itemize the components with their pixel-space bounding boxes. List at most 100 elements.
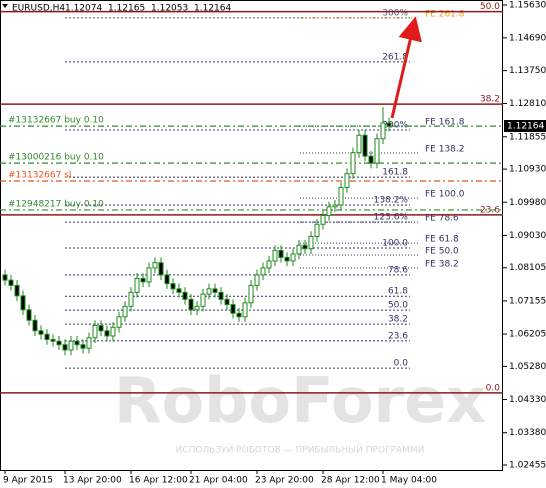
y-tick-label: 1.11855: [509, 132, 546, 142]
fib-level-label: 138.2%: [374, 196, 409, 206]
fe-level-label: FE 50.0: [425, 246, 459, 256]
fib-level-label: 200%: [382, 120, 408, 130]
fib-level-label: 50.0: [388, 301, 408, 311]
candle-body: [8, 279, 14, 286]
candle-body: [194, 305, 200, 311]
candle-body: [116, 316, 122, 328]
candle-body: [248, 284, 254, 304]
candle-body: [320, 215, 326, 225]
candle-body: [50, 338, 56, 342]
header-close: 1.12164: [194, 4, 231, 14]
order-line-label: #13132667 sl: [8, 170, 71, 180]
x-tick-label: 16 Apr 12:00: [129, 476, 188, 486]
candle-body: [338, 187, 344, 206]
y-tick-label: 1.05280: [509, 362, 546, 372]
candle-body: [344, 173, 350, 189]
candle-body: [140, 277, 146, 283]
candle-body: [290, 253, 296, 262]
candle-body: [146, 267, 152, 283]
retracement-line-label: 50.0: [480, 2, 500, 12]
candle-body: [314, 223, 320, 237]
candle-body: [104, 330, 110, 337]
candle-body: [182, 291, 188, 300]
plot-border: [0, 0, 503, 471]
header-high: 1.12165: [108, 4, 145, 14]
fe-level-label: FE 261.8: [425, 9, 465, 19]
x-tick-label: 21 Apr 04:00: [189, 476, 248, 486]
x-tick-label: 23 Apr 20:00: [255, 476, 314, 486]
retracement-line-label: 0.0: [486, 383, 501, 393]
candle-body: [206, 288, 212, 295]
fib-level-label: 161.8: [382, 168, 408, 178]
candle-body: [308, 235, 314, 250]
header-low: 1.12053: [151, 4, 188, 14]
candle-body: [332, 204, 338, 208]
candle-body: [86, 337, 92, 349]
fib-level-label: 100.0: [382, 239, 408, 249]
order-line-label: #13132667 buy 0.10: [8, 116, 104, 126]
header-icon: [2, 4, 8, 8]
plot-layer: 300% 261.8 200% 161.8 138.2% 123.6% 100.0 78.6 6…: [0, 2, 503, 394]
fe-level-label: FE 78.6: [425, 214, 459, 224]
fib-level-label: 23.6: [388, 331, 408, 341]
y-tick-label: 1.08105: [509, 263, 546, 273]
fe-level-label: FE 138.2: [425, 145, 465, 155]
y-tick-label: 1.02455: [509, 461, 546, 471]
candle-body: [32, 319, 38, 332]
candle-body: [236, 312, 242, 318]
candle-body: [368, 155, 374, 164]
candle-body: [260, 267, 266, 276]
candle-body: [386, 122, 392, 127]
x-tick-label: 9 Apr 2015: [3, 476, 53, 486]
candle-body: [38, 330, 44, 335]
candle-body: [374, 138, 380, 164]
candle-body: [218, 291, 224, 300]
candle-body: [14, 284, 20, 297]
candle-body: [188, 298, 194, 311]
y-tick-label: 1.03380: [509, 428, 546, 438]
y-tick-label: 1.09030: [509, 231, 546, 241]
candle-body: [2, 274, 8, 281]
x-tick-label: 28 Apr 12:00: [321, 476, 380, 486]
candle-body: [68, 340, 74, 351]
candle-body: [356, 134, 362, 154]
candle-body: [212, 288, 218, 293]
candle-body: [302, 244, 308, 250]
x-tick-label: 13 Apr 20:00: [63, 476, 122, 486]
candle-body: [242, 302, 248, 318]
candle-body: [62, 344, 68, 351]
candle-body: [224, 298, 230, 306]
order-line-label: #12948217 buy 0.10: [8, 199, 104, 209]
candle-body: [74, 340, 80, 346]
fib-level-label: 0.0: [394, 359, 409, 369]
header-symbol: EURUSD,H4: [12, 4, 65, 14]
y-tick-label: 1.13750: [509, 66, 546, 76]
y-tick-label: 1.14690: [509, 33, 546, 43]
candle-body: [380, 122, 386, 140]
fib-level-label: 78.6: [388, 265, 408, 275]
header-open: 1.12074: [65, 4, 102, 14]
candle-body: [254, 274, 260, 286]
candle-body: [44, 333, 50, 340]
candle-body: [278, 249, 284, 258]
y-tick-label: 1.04330: [509, 395, 546, 405]
candle-body: [200, 293, 206, 307]
fe-level-label: FE 61.8: [425, 235, 459, 245]
y-tick-label: 1.06205: [509, 330, 546, 340]
candle-body: [326, 206, 332, 217]
fe-level-label: FE 38.2: [425, 259, 459, 269]
watermark-subtitle: ИСПОЛЬЗУЙ РОБОТОВ — ПРИБЫЛЬНЫЙ ПРОГРАММИ: [176, 444, 425, 456]
candle-body: [230, 304, 236, 314]
candle-body: [98, 325, 104, 332]
retracement-line-label: 38.2: [480, 95, 500, 105]
y-tick-label: 1.12810: [509, 99, 546, 109]
candle-body: [164, 274, 170, 285]
watermark: RoboForex: [114, 364, 486, 437]
candle-body: [110, 326, 116, 337]
fib-level-label: 261.8: [382, 52, 408, 62]
candle-body: [122, 305, 128, 318]
y-tick-label: 1.15630: [509, 0, 546, 10]
fib-level-label: 123.6%: [374, 213, 409, 223]
candle-body: [362, 134, 368, 157]
